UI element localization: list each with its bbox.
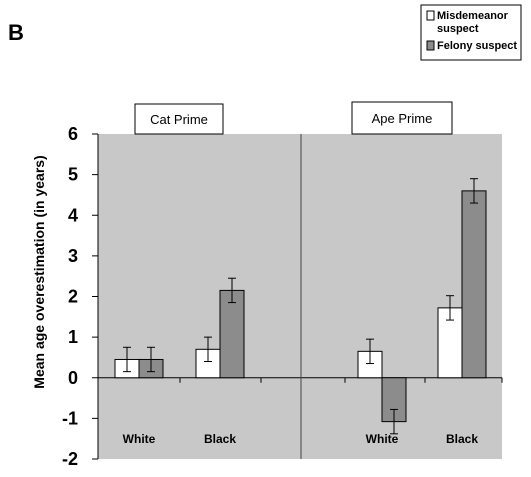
plot-area: 6 5 4 3 2 1 0 -1 -2 Cat Prime White Black Ape Prime W…: [62, 101, 503, 469]
legend-entry-label: Felony suspect: [437, 40, 517, 52]
panel-title-box: [351, 101, 453, 135]
plot-background: [98, 134, 502, 459]
legend-entry-label: suspect: [437, 23, 479, 35]
y-tick-label: 6: [68, 124, 78, 144]
y-tick-label: -2: [62, 449, 78, 469]
legend-swatch: [426, 10, 435, 21]
y-axis-label: Mean age overestimation (in years): [31, 155, 47, 388]
legend-swatch: [426, 40, 435, 51]
y-tick-label: 2: [68, 287, 78, 307]
y-tick-label: 5: [68, 165, 78, 185]
panel-title-box: [134, 103, 224, 135]
y-tick-label: 1: [68, 327, 78, 347]
legend-box: [420, 4, 522, 61]
category-label: Black: [204, 432, 236, 446]
category-label: White: [123, 432, 156, 446]
y-tick-label: 0: [68, 368, 78, 388]
y-tick-label: 3: [68, 246, 78, 266]
panel-title: Cat Prime: [150, 112, 208, 127]
legend-entry-label: Misdemeanor: [437, 10, 509, 22]
y-tick-label: -1: [62, 408, 78, 428]
category-label: Black: [446, 432, 478, 446]
y-tick-label: 4: [68, 205, 78, 225]
bar: [461, 190, 487, 379]
panel-title: Ape Prime: [372, 111, 433, 126]
bar: [219, 289, 245, 379]
category-label: White: [366, 432, 399, 446]
panel-letter: B: [8, 20, 24, 45]
